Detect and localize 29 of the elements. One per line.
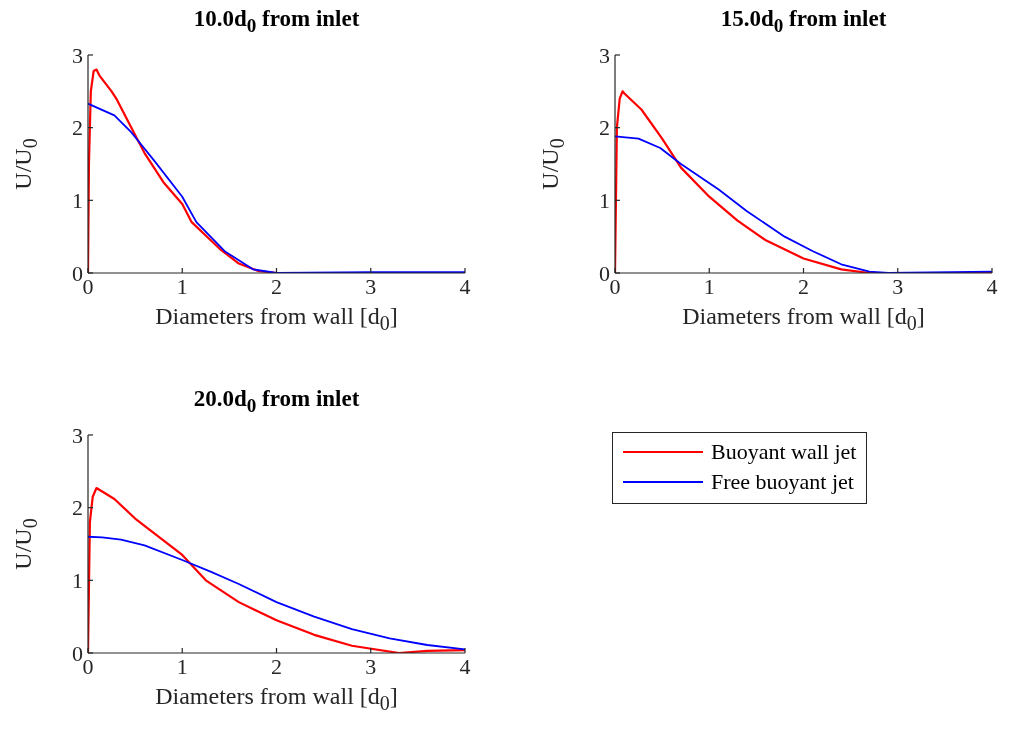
legend-label: Free buoyant jet [711,469,854,495]
legend-label: Buoyant wall jet [711,439,857,465]
y-tick-label: 2 [72,115,83,141]
x-tick-label: 4 [986,273,998,299]
x-tick-label: 3 [365,273,377,299]
x-tick-label: 1 [703,273,715,299]
x-tick-label: 1 [176,653,188,679]
chart-title: 10.0d$_{0}$ from inlet [192,6,361,37]
y-tick-label: 1 [72,568,83,594]
x-tick-label: 2 [271,273,282,299]
x-axis-title: Diameters from wall [d$_{0}$] [154,683,399,715]
x-tick-label: 3 [892,273,904,299]
x-tick-label: 4 [459,653,471,679]
x-axis-title: Diameters from wall [d$_{0}$] [154,303,399,335]
chart-title: 20.0d$_{0}$ from inlet [192,386,361,417]
y-tick-label: 3 [72,422,83,448]
y-tick-label: 3 [72,42,83,68]
x-tick-label: 4 [459,273,471,299]
chart-title: 15.0d$_{0}$ from inlet [719,6,888,37]
y-tick-label: 3 [599,42,610,68]
x-tick-label: 2 [271,653,282,679]
x-tick-label: 2 [798,273,809,299]
x-tick-label: 3 [365,653,377,679]
x-tick-label: 1 [176,273,188,299]
y-tick-label: 1 [72,188,83,214]
y-tick-label: 2 [72,495,83,521]
y-tick-label: 2 [599,115,610,141]
y-tick-label: 1 [599,188,610,214]
x-axis-title: Diameters from wall [d$_{0}$] [681,303,926,335]
